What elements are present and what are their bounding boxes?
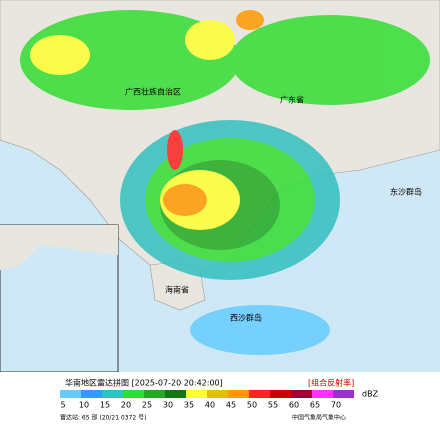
place-label: 海南省 <box>165 285 189 295</box>
legend-swatch <box>123 390 144 398</box>
legend-label: 20 <box>121 401 131 410</box>
title: 华南地区雷达拼图 [2025-07-20 20:42:00] <box>65 378 223 388</box>
place-label: 西沙群岛 <box>230 313 262 323</box>
legend-swatch <box>165 390 186 398</box>
legend-label: 45 <box>226 401 236 410</box>
legend-swatch <box>291 390 312 398</box>
legend-swatch <box>333 390 354 398</box>
legend-unit: dBZ <box>362 390 379 399</box>
radar-echo <box>20 10 430 355</box>
legend-label: 10 <box>79 401 89 410</box>
place-label: 东沙群岛 <box>390 187 422 197</box>
legend-swatch <box>144 390 165 398</box>
legend-label: 70 <box>331 401 341 410</box>
footer-left: 雷达站: 65 部 (20/21 0372 号) <box>60 414 146 422</box>
legend-label: 60 <box>289 401 299 410</box>
legend-swatch <box>312 390 333 398</box>
legend-panel <box>0 372 440 426</box>
legend-swatch <box>60 390 81 398</box>
legend-swatch <box>81 390 102 398</box>
legend-label: 5 <box>60 401 65 410</box>
legend-swatch <box>207 390 228 398</box>
legend-label: 50 <box>247 401 257 410</box>
legend-label: 15 <box>100 401 110 410</box>
legend-swatch <box>270 390 291 398</box>
legend-swatch <box>249 390 270 398</box>
legend-label: 65 <box>310 401 320 410</box>
legend-label: 35 <box>184 401 194 410</box>
place-label: 广西壮族自治区 <box>125 87 181 97</box>
legend-label: 30 <box>163 401 173 410</box>
product: [组合反射率] <box>308 378 354 388</box>
legend: 5 10 15 20 25 30 35 40 45 50 55 60 65 70 <box>60 390 354 410</box>
legend-label: 55 <box>268 401 278 410</box>
legend-swatch <box>102 390 123 398</box>
inset-land <box>0 225 118 270</box>
place-label: 广东省 <box>280 95 304 105</box>
legend-swatch <box>228 390 249 398</box>
footer-right: 中国气象局气象中心 <box>292 414 346 422</box>
legend-label: 40 <box>205 401 215 410</box>
legend-swatch <box>186 390 207 398</box>
legend-label: 25 <box>142 401 152 410</box>
